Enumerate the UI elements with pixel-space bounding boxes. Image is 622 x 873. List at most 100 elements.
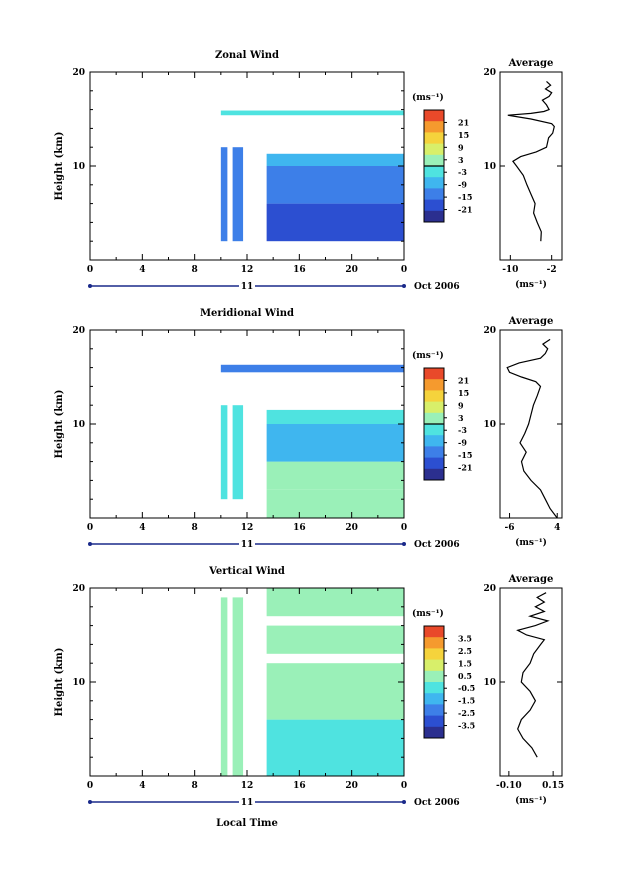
colorbar-tick-label: 9 bbox=[458, 400, 464, 410]
colorbar-band bbox=[424, 379, 444, 391]
profile-x-tick-label: 0.15 bbox=[542, 781, 564, 791]
y-tick-label: 10 bbox=[72, 420, 85, 430]
profile-x-axis-title: (ms⁻¹) bbox=[515, 537, 547, 548]
y-tick-label: 10 bbox=[72, 678, 85, 688]
heatmap-cell bbox=[220, 147, 228, 242]
colorbar-tick-label: -21 bbox=[458, 463, 472, 473]
heatmap-cell bbox=[266, 203, 404, 242]
heatmap-cell bbox=[266, 663, 404, 720]
colorbar-tick-label: 9 bbox=[458, 142, 464, 152]
y-axis-title: Height (km) bbox=[54, 390, 65, 459]
date-label: 11 bbox=[241, 798, 254, 808]
colorbar-band bbox=[424, 682, 444, 694]
colorbar-tick-label: -2.5 bbox=[458, 708, 475, 718]
colorbar-band bbox=[424, 412, 444, 425]
month-label: Oct 2006 bbox=[414, 798, 460, 808]
colorbar-band bbox=[424, 166, 444, 178]
profile-y-tick-label: 20 bbox=[483, 584, 496, 594]
heatmap-cell bbox=[266, 424, 404, 462]
heatmap-cell bbox=[220, 405, 228, 500]
x-axis-title: Local Time bbox=[216, 818, 278, 829]
colorbar-band bbox=[424, 199, 444, 212]
y-tick-label: 20 bbox=[72, 326, 85, 336]
x-tick-label: 12 bbox=[241, 265, 254, 275]
heatmap-cell bbox=[220, 597, 228, 776]
x-tick-label: 16 bbox=[293, 781, 306, 791]
profile-x-tick-label: -6 bbox=[505, 523, 515, 533]
profile-line bbox=[507, 80, 555, 242]
colorbar-unit: (ms⁻¹) bbox=[412, 350, 444, 361]
colorbar-tick-label: 2.5 bbox=[458, 646, 472, 656]
colorbar-tick-label: -3 bbox=[458, 167, 467, 177]
x-tick-label: 12 bbox=[241, 523, 254, 533]
colorbar-band bbox=[424, 704, 444, 717]
x-tick-label: 20 bbox=[345, 781, 358, 791]
profile-x-axis-title: (ms⁻¹) bbox=[515, 279, 547, 290]
x-tick-label: 0 bbox=[401, 781, 407, 791]
y-tick-label: 20 bbox=[72, 584, 85, 594]
colorbar-band bbox=[424, 132, 444, 145]
month-label: Oct 2006 bbox=[414, 282, 460, 292]
date-bar-end bbox=[402, 542, 406, 546]
colorbar-tick-label: -9 bbox=[458, 438, 467, 448]
x-tick-label: 4 bbox=[139, 781, 145, 791]
colorbar-band bbox=[424, 177, 444, 189]
colorbar-band bbox=[424, 670, 444, 683]
profile-x-tick-label: -0.10 bbox=[496, 781, 522, 791]
colorbar-band bbox=[424, 368, 444, 380]
colorbar-tick-label: 3.5 bbox=[458, 633, 472, 643]
profile-frame bbox=[499, 329, 563, 519]
profile-title: Average bbox=[508, 316, 554, 327]
colorbar-band bbox=[424, 715, 444, 728]
panel-title: Meridional Wind bbox=[200, 308, 294, 319]
x-tick-label: 16 bbox=[293, 523, 306, 533]
x-tick-label: 4 bbox=[139, 523, 145, 533]
heatmap-cell bbox=[266, 166, 404, 204]
heatmap-cell bbox=[220, 364, 404, 373]
colorbar-band bbox=[424, 110, 444, 122]
colorbar-band bbox=[424, 143, 444, 156]
colorbar-tick-label: 3 bbox=[458, 413, 464, 423]
heatmap-cell bbox=[266, 489, 404, 518]
y-axis-title: Height (km) bbox=[54, 648, 65, 717]
profile-title: Average bbox=[508, 58, 554, 69]
date-bar-end bbox=[402, 800, 406, 804]
profile-x-tick-label: -2 bbox=[547, 265, 557, 275]
profile-x-tick-label: -10 bbox=[502, 265, 518, 275]
colorbar-band bbox=[424, 424, 444, 436]
colorbar-tick-label: 21 bbox=[458, 375, 469, 385]
colorbar-tick-label: -21 bbox=[458, 205, 472, 215]
colorbar-band bbox=[424, 626, 444, 638]
colorbar-band bbox=[424, 154, 444, 167]
heatmap-cell bbox=[232, 597, 244, 776]
profile-title: Average bbox=[508, 574, 554, 585]
date-bar-end bbox=[88, 284, 92, 288]
colorbar-band bbox=[424, 637, 444, 649]
colorbar-band bbox=[424, 188, 444, 201]
colorbar-tick-label: 21 bbox=[458, 117, 469, 127]
x-tick-label: 16 bbox=[293, 265, 306, 275]
colorbar-band bbox=[424, 401, 444, 414]
colorbar-frame bbox=[423, 625, 445, 739]
x-tick-label: 0 bbox=[87, 265, 93, 275]
profile-frame bbox=[499, 71, 563, 261]
heatmap-cell bbox=[266, 719, 404, 776]
colorbar-tick-label: 3 bbox=[458, 155, 464, 165]
x-tick-label: 20 bbox=[345, 523, 358, 533]
x-tick-label: 0 bbox=[87, 781, 93, 791]
colorbar-band bbox=[424, 659, 444, 672]
panel-title: Vertical Wind bbox=[208, 566, 285, 577]
colorbar-tick-label: -15 bbox=[458, 450, 472, 460]
y-axis-title: Height (km) bbox=[54, 132, 65, 201]
colorbar-band bbox=[424, 121, 444, 133]
date-label-bg bbox=[239, 539, 255, 549]
profile-y-tick-label: 10 bbox=[483, 678, 496, 688]
colorbar-tick-label: 15 bbox=[458, 388, 469, 398]
colorbar-tick-label: 0.5 bbox=[458, 671, 472, 681]
x-tick-label: 8 bbox=[192, 523, 198, 533]
profile-y-tick-label: 20 bbox=[483, 68, 496, 78]
x-tick-label: 8 bbox=[192, 265, 198, 275]
profile-x-axis-title: (ms⁻¹) bbox=[515, 795, 547, 806]
colorbar-tick-label: -3.5 bbox=[458, 721, 475, 731]
